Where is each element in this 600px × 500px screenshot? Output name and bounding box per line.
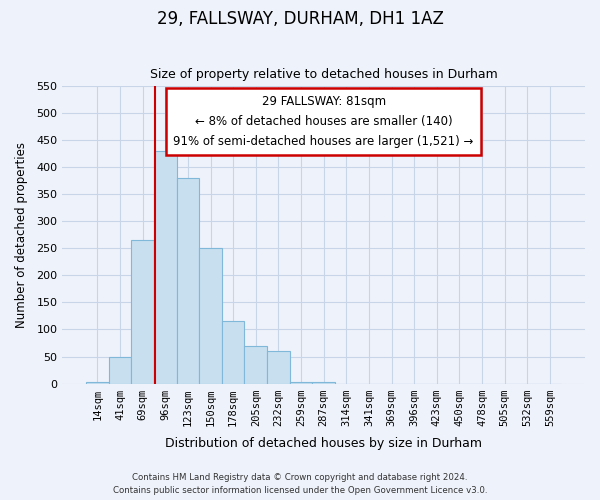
Text: Contains HM Land Registry data © Crown copyright and database right 2024.
Contai: Contains HM Land Registry data © Crown c… [113, 474, 487, 495]
Bar [131, 240, 154, 384]
Bar [267, 351, 290, 384]
Bar [176, 178, 199, 384]
Y-axis label: Number of detached properties: Number of detached properties [15, 142, 28, 328]
Bar [244, 346, 267, 384]
Bar [199, 248, 222, 384]
Text: 29, FALLSWAY, DURHAM, DH1 1AZ: 29, FALLSWAY, DURHAM, DH1 1AZ [157, 10, 443, 28]
Bar [313, 382, 335, 384]
Bar [290, 382, 313, 384]
Bar [154, 151, 176, 384]
Bar [109, 356, 131, 384]
Title: Size of property relative to detached houses in Durham: Size of property relative to detached ho… [150, 68, 497, 81]
X-axis label: Distribution of detached houses by size in Durham: Distribution of detached houses by size … [165, 437, 482, 450]
Bar [86, 382, 109, 384]
Bar [222, 322, 244, 384]
Text: 29 FALLSWAY: 81sqm
← 8% of detached houses are smaller (140)
91% of semi-detache: 29 FALLSWAY: 81sqm ← 8% of detached hous… [173, 95, 474, 148]
